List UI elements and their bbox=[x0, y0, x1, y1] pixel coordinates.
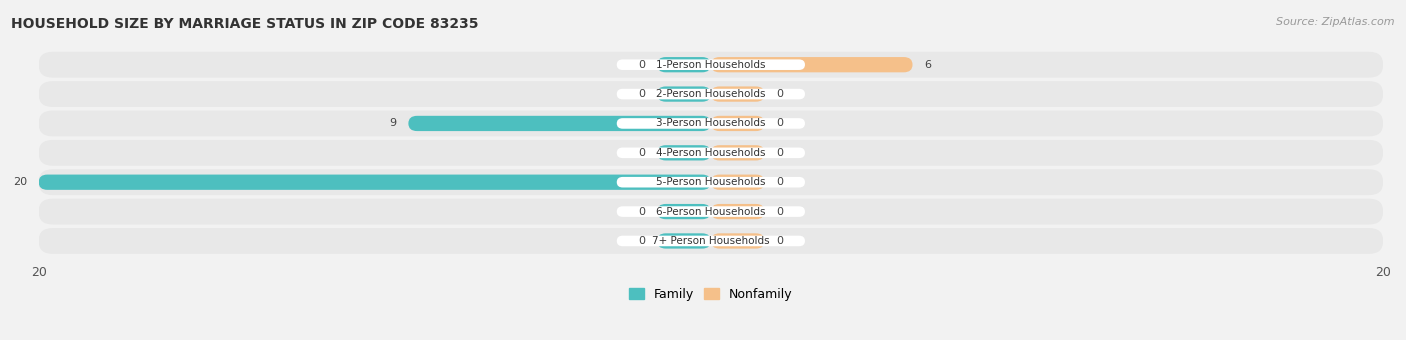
FancyBboxPatch shape bbox=[711, 116, 765, 131]
FancyBboxPatch shape bbox=[711, 233, 765, 249]
Text: 3-Person Households: 3-Person Households bbox=[657, 118, 766, 129]
Text: 0: 0 bbox=[776, 236, 783, 246]
FancyBboxPatch shape bbox=[38, 52, 1384, 78]
FancyBboxPatch shape bbox=[711, 145, 765, 160]
FancyBboxPatch shape bbox=[38, 81, 1384, 107]
Text: 0: 0 bbox=[776, 177, 783, 187]
Text: Source: ZipAtlas.com: Source: ZipAtlas.com bbox=[1277, 17, 1395, 27]
FancyBboxPatch shape bbox=[657, 86, 711, 102]
FancyBboxPatch shape bbox=[711, 174, 765, 190]
FancyBboxPatch shape bbox=[617, 236, 806, 246]
FancyBboxPatch shape bbox=[657, 57, 711, 72]
Text: 0: 0 bbox=[776, 148, 783, 158]
Text: 0: 0 bbox=[776, 118, 783, 129]
Text: 0: 0 bbox=[638, 148, 645, 158]
FancyBboxPatch shape bbox=[38, 110, 1384, 136]
Text: 4-Person Households: 4-Person Households bbox=[657, 148, 766, 158]
Text: 0: 0 bbox=[638, 236, 645, 246]
Text: 0: 0 bbox=[638, 60, 645, 70]
FancyBboxPatch shape bbox=[38, 199, 1384, 224]
FancyBboxPatch shape bbox=[38, 174, 711, 190]
FancyBboxPatch shape bbox=[617, 89, 806, 99]
Text: 0: 0 bbox=[638, 207, 645, 217]
Text: 0: 0 bbox=[776, 89, 783, 99]
FancyBboxPatch shape bbox=[408, 116, 711, 131]
FancyBboxPatch shape bbox=[711, 57, 912, 72]
FancyBboxPatch shape bbox=[711, 204, 765, 219]
FancyBboxPatch shape bbox=[711, 86, 765, 102]
FancyBboxPatch shape bbox=[38, 169, 1384, 195]
Text: 2-Person Households: 2-Person Households bbox=[657, 89, 766, 99]
FancyBboxPatch shape bbox=[617, 177, 806, 187]
FancyBboxPatch shape bbox=[657, 145, 711, 160]
Text: 1-Person Households: 1-Person Households bbox=[657, 60, 766, 70]
FancyBboxPatch shape bbox=[617, 118, 806, 129]
Legend: Family, Nonfamily: Family, Nonfamily bbox=[628, 288, 793, 301]
FancyBboxPatch shape bbox=[38, 140, 1384, 166]
FancyBboxPatch shape bbox=[617, 59, 806, 70]
Text: 0: 0 bbox=[638, 89, 645, 99]
Text: HOUSEHOLD SIZE BY MARRIAGE STATUS IN ZIP CODE 83235: HOUSEHOLD SIZE BY MARRIAGE STATUS IN ZIP… bbox=[11, 17, 479, 31]
Text: 7+ Person Households: 7+ Person Households bbox=[652, 236, 769, 246]
FancyBboxPatch shape bbox=[38, 228, 1384, 254]
Text: 6-Person Households: 6-Person Households bbox=[657, 207, 766, 217]
Text: 6: 6 bbox=[924, 60, 931, 70]
Text: 5-Person Households: 5-Person Households bbox=[657, 177, 766, 187]
FancyBboxPatch shape bbox=[617, 148, 806, 158]
Text: 20: 20 bbox=[13, 177, 27, 187]
Text: 9: 9 bbox=[389, 118, 396, 129]
FancyBboxPatch shape bbox=[617, 206, 806, 217]
Text: 0: 0 bbox=[776, 207, 783, 217]
FancyBboxPatch shape bbox=[657, 204, 711, 219]
FancyBboxPatch shape bbox=[657, 233, 711, 249]
